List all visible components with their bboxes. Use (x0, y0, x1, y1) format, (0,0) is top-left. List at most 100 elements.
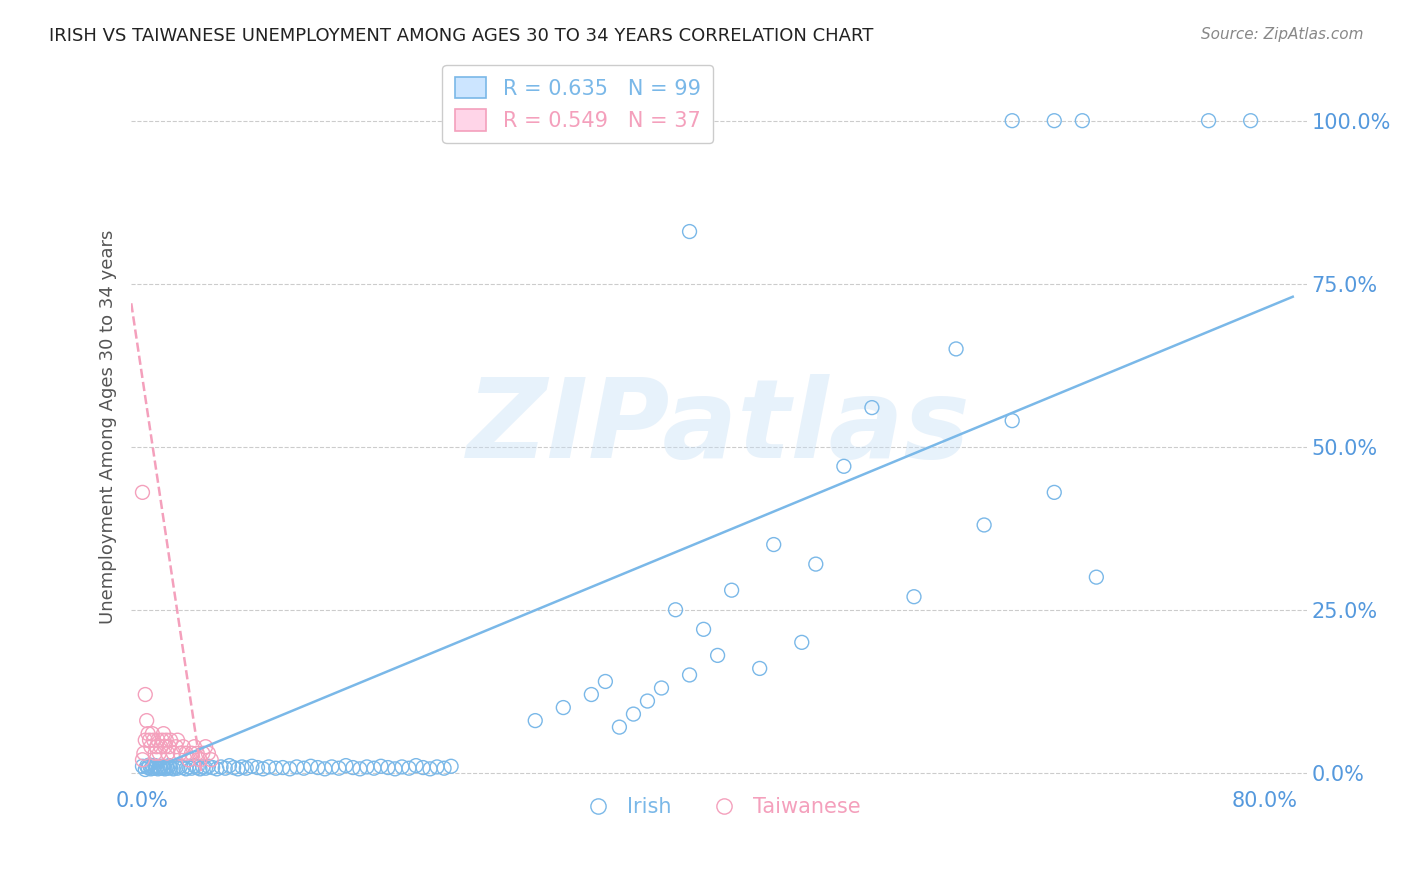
Point (440, 759, 463, 773)
Point (138, 758, 160, 772)
Point (188, 753, 211, 767)
Point (200, 753, 222, 767)
Point (152, 726, 174, 740)
Point (903, 590, 925, 604)
Point (153, 739, 176, 754)
Point (152, 760, 174, 774)
Point (169, 759, 191, 773)
Point (141, 760, 163, 774)
Point (804, 557, 827, 571)
Point (197, 746, 219, 760)
Point (157, 739, 180, 754)
Point (524, 714, 547, 728)
Point (581, 688, 603, 702)
Text: IRISH VS TAIWANESE UNEMPLOYMENT AMONG AGES 30 TO 34 YEARS CORRELATION CHART: IRISH VS TAIWANESE UNEMPLOYMENT AMONG AG… (49, 27, 873, 45)
Point (264, 761, 287, 775)
Point (172, 760, 194, 774)
Point (720, 583, 742, 598)
Point (299, 759, 322, 773)
Point (146, 762, 169, 776)
Point (328, 761, 350, 775)
Point (314, 762, 336, 776)
Point (832, 459, 855, 474)
Point (132, 746, 155, 760)
Point (141, 726, 163, 740)
Point (183, 739, 205, 754)
Point (148, 760, 170, 774)
Point (321, 760, 343, 774)
Point (231, 760, 253, 774)
Point (209, 760, 232, 774)
Point (162, 762, 184, 776)
Point (335, 758, 357, 772)
Point (186, 746, 208, 760)
Point (1198, 113, 1220, 128)
Point (142, 761, 165, 775)
Point (405, 758, 427, 772)
Point (370, 759, 392, 773)
Point (678, 225, 700, 239)
Point (155, 733, 177, 747)
Point (174, 746, 197, 760)
Point (433, 761, 456, 775)
Point (285, 760, 308, 774)
Point (973, 518, 995, 533)
Point (342, 760, 364, 774)
Point (384, 762, 406, 776)
Point (1240, 113, 1263, 128)
Point (222, 760, 245, 774)
Point (143, 746, 166, 760)
Point (139, 762, 162, 776)
Point (191, 760, 214, 774)
Point (377, 760, 399, 774)
Point (1085, 570, 1108, 584)
Point (146, 733, 169, 747)
Point (194, 739, 217, 754)
Point (419, 762, 441, 776)
Point (609, 720, 631, 734)
Point (307, 760, 329, 774)
Point (790, 635, 813, 649)
Text: Source: ZipAtlas.com: Source: ZipAtlas.com (1201, 27, 1364, 42)
Point (349, 762, 371, 776)
Point (135, 759, 157, 773)
Point (177, 760, 200, 774)
Point (135, 714, 157, 728)
Point (240, 759, 263, 773)
Point (426, 760, 449, 774)
Point (145, 760, 167, 774)
Point (150, 759, 173, 773)
Point (136, 760, 159, 774)
Point (252, 762, 274, 776)
Point (166, 733, 188, 747)
Point (860, 401, 883, 415)
Point (157, 758, 180, 772)
Point (180, 746, 202, 760)
Point (148, 746, 170, 760)
Point (257, 760, 280, 774)
Point (623, 707, 645, 722)
Point (748, 661, 770, 675)
Point (553, 700, 575, 714)
Point (149, 761, 172, 775)
Legend: Irish, Taiwanese: Irish, Taiwanese (569, 789, 869, 826)
Point (149, 739, 172, 754)
Point (292, 761, 315, 775)
Point (595, 674, 617, 689)
Point (356, 760, 378, 774)
Point (194, 761, 217, 775)
Point (136, 726, 159, 740)
Point (637, 694, 659, 708)
Point (278, 762, 301, 776)
Point (159, 733, 181, 747)
Point (150, 733, 173, 747)
Point (159, 760, 181, 774)
Point (664, 603, 686, 617)
Point (186, 760, 208, 774)
Point (177, 753, 200, 767)
Point (183, 758, 205, 772)
Point (174, 762, 197, 776)
Point (138, 733, 160, 747)
Point (412, 760, 434, 774)
Point (678, 668, 700, 682)
